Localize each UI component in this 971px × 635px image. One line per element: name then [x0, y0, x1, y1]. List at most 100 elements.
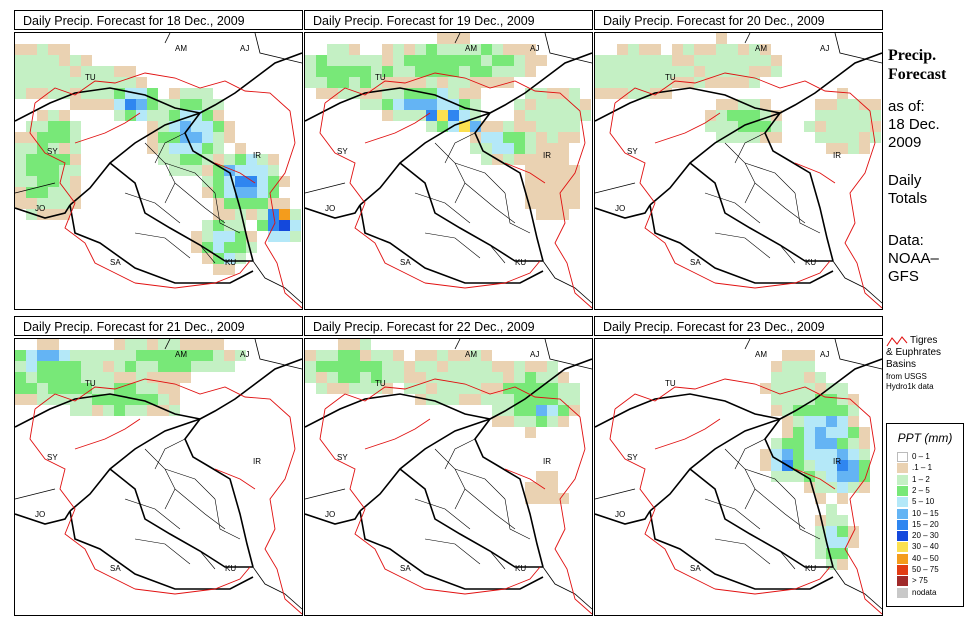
precip-cell [470, 88, 481, 99]
precip-cell [536, 88, 547, 99]
precip-cell [426, 372, 437, 383]
precip-cell [448, 44, 459, 55]
precip-cell [147, 88, 158, 99]
precip-cell [37, 154, 48, 165]
precip-cell [26, 198, 37, 209]
precip-cell [191, 339, 202, 350]
precip-cell [492, 372, 503, 383]
precip-cell [37, 121, 48, 132]
precip-cell [224, 264, 235, 275]
forecast-panel-22dec: Daily Precip. Forecast for 22 Dec., 2009… [304, 316, 593, 616]
precip-cell [558, 372, 569, 383]
precip-cell [180, 88, 191, 99]
country-label: SY [47, 453, 58, 462]
precip-cell [470, 132, 481, 143]
precip-cell [760, 121, 771, 132]
precip-cell [481, 143, 492, 154]
precip-cell [815, 372, 826, 383]
precip-cell [694, 66, 705, 77]
ppt-label: 40 – 50 [912, 553, 939, 563]
precip-cell [180, 350, 191, 361]
precip-cell [81, 405, 92, 416]
precip-cell [426, 77, 437, 88]
daily-totals-block: Daily Totals [888, 172, 927, 208]
precip-cell [136, 383, 147, 394]
basin-outline [654, 112, 721, 144]
precip-cell [48, 121, 59, 132]
precip-cell [26, 209, 37, 220]
precip-cell [180, 143, 191, 154]
precip-cell [114, 66, 125, 77]
country-border [542, 260, 592, 304]
precip-cell [59, 394, 70, 405]
precip-cell [235, 231, 246, 242]
precip-cell [235, 143, 246, 154]
country-label: IR [543, 457, 551, 466]
precip-map-22dec: AM AJ TU SY IR JO SA KU [304, 338, 593, 616]
precip-cell [213, 220, 224, 231]
province-border [754, 488, 806, 530]
country-label: SA [690, 564, 701, 573]
precip-cell [114, 110, 125, 121]
precip-cell [470, 110, 481, 121]
country-label: SA [400, 258, 411, 267]
precip-cell [180, 372, 191, 383]
precip-cell [437, 99, 448, 110]
precip-cell [169, 154, 180, 165]
country-label: JO [325, 510, 335, 519]
precip-cell [837, 143, 848, 154]
precip-cell [70, 77, 81, 88]
precip-cell [514, 121, 525, 132]
precip-cell [514, 372, 525, 383]
country-border [15, 488, 56, 500]
precip-cell [246, 176, 257, 187]
precip-cell [826, 449, 837, 460]
precip-cell [15, 77, 26, 88]
country-label: TU [665, 73, 676, 82]
precip-cell [125, 405, 136, 416]
precip-cell [760, 99, 771, 110]
precip-cell [202, 187, 213, 198]
precip-cell [525, 427, 536, 438]
precip-cell [760, 110, 771, 121]
precip-cell [448, 33, 459, 44]
precip-cell [492, 143, 503, 154]
country-border [359, 510, 544, 590]
precip-cell [268, 231, 279, 242]
precip-cell [92, 361, 103, 372]
precip-cell [70, 121, 81, 132]
precip-cell [815, 132, 826, 143]
precip-cell [26, 187, 37, 198]
precip-cell [158, 361, 169, 372]
precip-cell [224, 176, 235, 187]
precip-cell [826, 548, 837, 559]
precip-cell [650, 66, 661, 77]
precip-cell [15, 350, 26, 361]
precip-cell [290, 231, 301, 242]
precip-cell [705, 55, 716, 66]
country-label: IR [543, 151, 551, 160]
precip-cell [48, 110, 59, 121]
precip-cell [26, 77, 37, 88]
precip-cell [470, 361, 481, 372]
country-label: AM [465, 350, 477, 359]
basin-outline [424, 260, 541, 289]
precip-cell [514, 66, 525, 77]
precip-cell [569, 132, 580, 143]
province-border [454, 162, 506, 194]
precip-cell [738, 66, 749, 77]
precip-cell [316, 66, 327, 77]
country-label: KU [805, 564, 816, 573]
precip-cell [558, 416, 569, 427]
precip-cell [15, 88, 26, 99]
precip-cell [393, 66, 404, 77]
precip-cell [59, 383, 70, 394]
precip-cell [694, 77, 705, 88]
precip-cell [716, 110, 727, 121]
precip-cell [617, 44, 628, 55]
precip-cell [848, 394, 859, 405]
province-border [714, 538, 771, 565]
precip-cell [536, 361, 547, 372]
precip-cell [48, 209, 59, 220]
ppt-swatch [897, 463, 908, 474]
